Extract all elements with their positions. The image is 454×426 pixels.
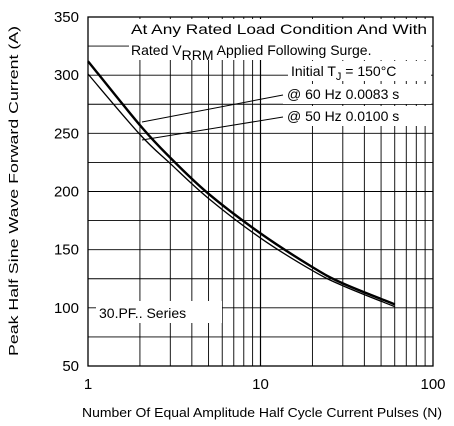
annotation-bg-condition-1 [129, 19, 431, 39]
annotation-load-condition: At Any Rated Load Condition And With [131, 21, 427, 37]
series-line-50hz [87, 73, 395, 308]
annotation-initial-tj: Initial TJ = 150°C [291, 63, 396, 83]
annotation-bg-series [96, 301, 222, 323]
annotation-tj-sub: J [336, 71, 342, 83]
y-tick-label: 350 [54, 9, 79, 26]
y-tick-label: 250 [54, 125, 79, 142]
leader-line-50hz [141, 116, 284, 141]
annotation-tj-post: = 150°C [341, 63, 396, 79]
series-line-60hz [87, 60, 396, 306]
y-tick-label: 50 [62, 358, 79, 375]
annotation-bg-50hz [283, 106, 431, 126]
tick-labels: 1 10 100 50 100 150 200 250 300 350 [54, 9, 446, 393]
annotation-vrrm-sub: RRM [182, 47, 214, 63]
series-name-label: 30.PF.. Series [99, 305, 186, 321]
y-axis-title: Peak Half Sine Wave Forward Current (A) [6, 26, 21, 356]
annotation-vrrm: Rated VRRM Applied Following Surge. [131, 42, 371, 63]
y-tick-label: 200 [54, 184, 79, 201]
annotation-vrrm-post: Applied Following Surge. [213, 42, 371, 58]
x-tick-label: 100 [420, 376, 445, 393]
annotation-tj-pre: Initial T [291, 63, 336, 79]
annotation-bg-condition-3 [288, 61, 431, 81]
x-axis-title: Number Of Equal Amplitude Half Cycle Cur… [82, 405, 442, 420]
series-label-60hz: @ 60 Hz 0.0083 s [287, 86, 399, 102]
x-tick-label: 10 [252, 376, 269, 393]
y-tick-label: 100 [54, 300, 79, 317]
plot-frame [87, 16, 434, 367]
leader-line-60hz [141, 94, 284, 123]
annotation-bg-60hz [283, 84, 431, 104]
series-lines [87, 60, 396, 308]
leader-lines [141, 94, 284, 141]
annotation-vrrm-pre: Rated V [131, 42, 182, 58]
annotation-bg-condition-2 [129, 39, 431, 60]
y-tick-label: 150 [54, 242, 79, 259]
annotation-backgrounds [96, 19, 431, 323]
series-label-50hz: @ 50 Hz 0.0100 s [287, 108, 399, 124]
x-tick-label: 1 [84, 376, 92, 393]
y-tick-label: 300 [54, 67, 79, 84]
